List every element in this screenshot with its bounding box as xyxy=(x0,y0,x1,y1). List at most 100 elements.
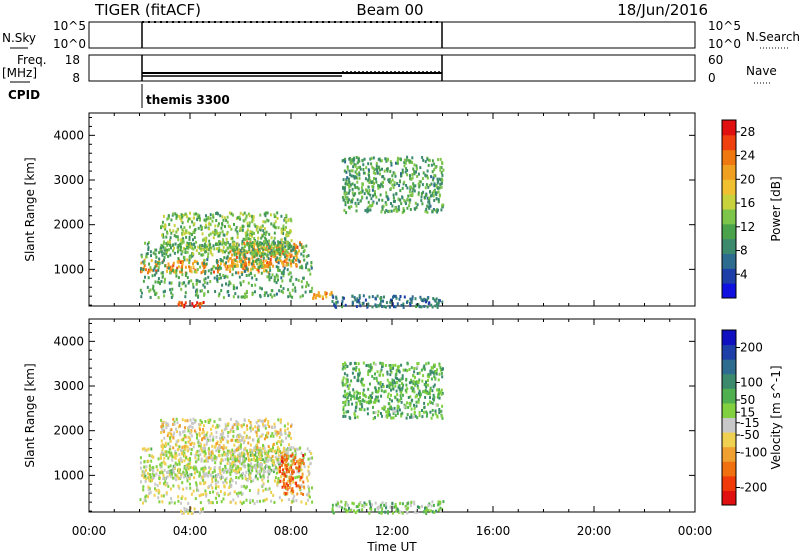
range-cell xyxy=(238,275,241,279)
range-cell xyxy=(255,434,258,438)
range-cell xyxy=(164,277,166,281)
range-cell xyxy=(388,364,391,367)
range-cell xyxy=(356,185,359,189)
range-cell xyxy=(420,192,423,196)
range-cell xyxy=(171,455,174,459)
range-cell xyxy=(377,507,380,511)
range-cell xyxy=(423,304,426,308)
range-cell xyxy=(198,426,201,430)
range-cell xyxy=(208,227,211,231)
range-cell xyxy=(336,300,339,304)
range-cell xyxy=(187,501,190,505)
range-cell xyxy=(396,393,399,397)
range-cell xyxy=(293,494,296,498)
range-cell xyxy=(308,495,311,499)
range-cell xyxy=(155,255,158,259)
range-cell xyxy=(237,469,240,472)
range-cell xyxy=(165,443,167,447)
range-cell xyxy=(285,233,288,237)
range-cell xyxy=(356,172,358,176)
range-cell xyxy=(256,448,259,452)
range-cell xyxy=(158,500,161,504)
range-cell xyxy=(390,381,392,385)
range-cell xyxy=(331,294,334,298)
range-cell xyxy=(259,475,262,479)
range-cell xyxy=(433,395,436,399)
range-cell xyxy=(227,470,230,474)
range-cell xyxy=(257,257,260,261)
range-cell xyxy=(369,366,372,370)
range-cell xyxy=(417,386,420,390)
range-cell xyxy=(431,170,434,174)
range-cell xyxy=(415,170,417,174)
range-cell xyxy=(276,217,279,220)
range-cell xyxy=(396,404,399,408)
range-cell xyxy=(317,293,319,297)
range-cell xyxy=(193,222,196,226)
range-cell xyxy=(169,445,172,449)
range-cell xyxy=(367,178,370,182)
range-cell xyxy=(217,453,220,457)
range-cell xyxy=(249,498,252,502)
range-cell xyxy=(287,448,290,452)
range-cell xyxy=(413,412,416,416)
range-cell xyxy=(286,243,289,247)
range-cell xyxy=(421,409,423,412)
range-cell xyxy=(369,208,372,212)
range-cell xyxy=(220,262,222,266)
range-cell xyxy=(164,224,167,228)
range-cell xyxy=(155,248,158,252)
range-cell xyxy=(362,301,365,305)
range-cell xyxy=(291,469,294,473)
range-cell xyxy=(173,471,175,475)
range-cell xyxy=(177,303,180,307)
range-cell xyxy=(292,460,295,464)
range-cell xyxy=(344,366,347,370)
range-cell xyxy=(244,465,246,469)
range-cell xyxy=(161,253,164,257)
range-cell xyxy=(438,372,441,376)
range-cell xyxy=(250,458,253,462)
range-cell xyxy=(367,401,370,405)
range-cell xyxy=(294,451,297,455)
range-cell xyxy=(177,248,180,252)
range-cell xyxy=(301,474,304,478)
range-cell xyxy=(439,506,442,510)
range-cell xyxy=(229,282,232,286)
range-cell xyxy=(280,431,282,435)
range-cell xyxy=(173,234,176,238)
range-cell xyxy=(249,448,252,452)
range-cell xyxy=(374,172,377,176)
range-cell xyxy=(348,189,351,193)
range-cell xyxy=(435,509,437,513)
range-cell xyxy=(142,470,145,474)
range-cell xyxy=(433,298,436,302)
range-cell xyxy=(180,473,183,477)
range-cell xyxy=(440,181,443,185)
range-cell xyxy=(410,366,413,370)
range-cell xyxy=(395,161,397,165)
range-cell xyxy=(346,392,349,396)
range-cell xyxy=(422,366,425,370)
range-cell xyxy=(213,455,216,459)
range-cell xyxy=(148,262,151,266)
range-cell xyxy=(270,468,273,472)
range-cell xyxy=(356,415,359,419)
range-cell xyxy=(215,212,218,215)
range-cell xyxy=(173,476,176,480)
range-cell xyxy=(273,222,276,226)
range-cell xyxy=(417,303,420,307)
range-cell xyxy=(247,436,250,440)
range-cell xyxy=(391,501,394,505)
range-cell xyxy=(160,250,163,254)
range-cell xyxy=(202,283,205,287)
range-cell xyxy=(241,224,244,228)
range-cell xyxy=(148,269,151,273)
range-cell xyxy=(234,263,236,266)
range-cell xyxy=(436,395,439,399)
range-cell xyxy=(279,457,282,461)
range-cell xyxy=(216,500,218,504)
range-cell xyxy=(370,505,372,509)
range-cell xyxy=(431,389,434,393)
range-cell xyxy=(294,286,297,290)
